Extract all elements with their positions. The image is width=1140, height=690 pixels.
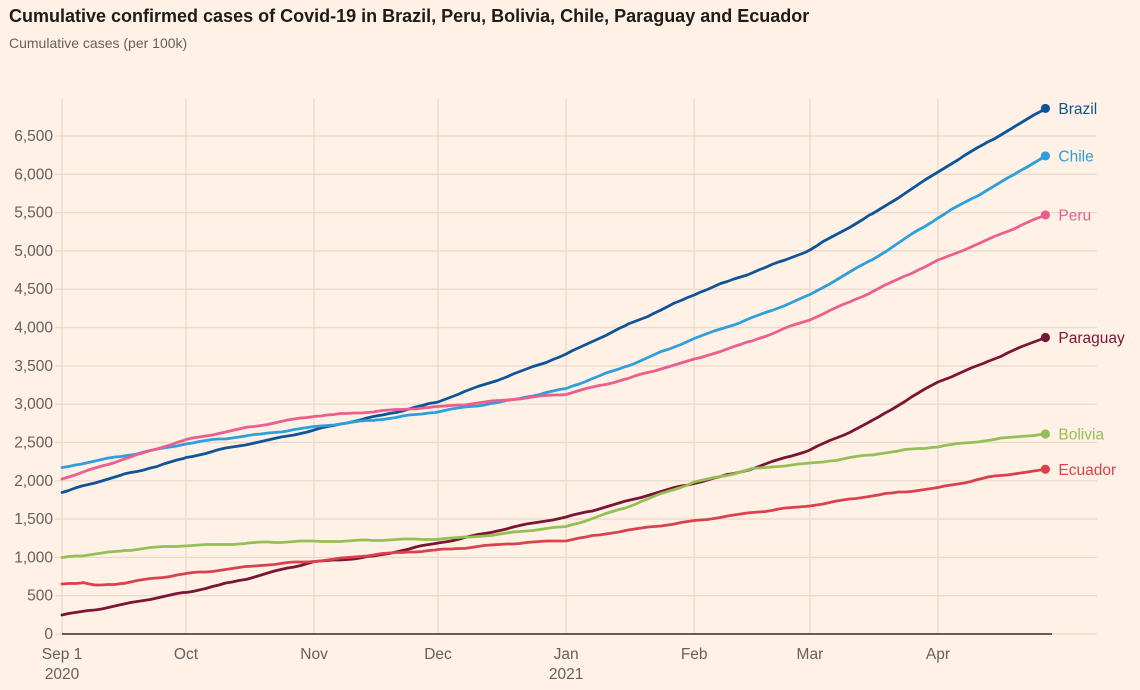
chart-title: Cumulative confirmed cases of Covid-19 i… — [9, 6, 810, 26]
series-end-dot-peru — [1040, 210, 1051, 220]
series-line-chile — [60, 154, 1047, 469]
series-line-ecuador — [60, 468, 1047, 587]
y-tick-label: 5,000 — [14, 243, 53, 260]
series-label-paraguay: Paraguay — [1058, 330, 1125, 347]
x-tick-label: Mar — [797, 646, 824, 663]
series-end-dot-chile — [1040, 151, 1051, 161]
x-tick-label: Oct — [174, 646, 199, 663]
series-end-dot-paraguay — [1040, 332, 1051, 343]
x-tick-year-label: 2021 — [549, 666, 583, 683]
y-tick-label: 6,500 — [14, 128, 53, 145]
x-tick-label: Dec — [424, 646, 452, 663]
series-end-dot-bolivia — [1040, 429, 1051, 439]
chart-subtitle: Cumulative cases (per 100k) — [9, 35, 188, 51]
y-tick-label: 1,000 — [14, 549, 53, 566]
y-tick-label: 1,500 — [14, 511, 53, 528]
series-end-dot-ecuador — [1040, 464, 1051, 474]
x-tick-label: Apr — [926, 646, 950, 663]
x-tick-label: Sep 1 — [42, 646, 83, 663]
y-tick-label: 4,000 — [14, 320, 53, 337]
x-tick-year-label: 2020 — [45, 666, 80, 683]
x-tick-label: Nov — [300, 646, 328, 663]
y-tick-label: 3,000 — [14, 396, 53, 413]
x-tick-label: Feb — [681, 646, 708, 663]
x-tick-label: Jan — [554, 646, 579, 663]
series-label-bolivia: Bolivia — [1058, 427, 1104, 444]
y-tick-label: 0 — [44, 626, 53, 643]
y-tick-label: 3,500 — [14, 358, 53, 375]
y-tick-label: 500 — [27, 588, 53, 605]
series-line-peru — [60, 213, 1047, 481]
y-tick-label: 4,500 — [14, 281, 53, 298]
series-line-bolivia — [60, 432, 1047, 559]
series-label-ecuador: Ecuador — [1058, 462, 1116, 479]
series-end-dot-brazil — [1040, 103, 1051, 114]
y-tick-label: 2,000 — [14, 473, 53, 490]
y-tick-label: 6,000 — [14, 166, 53, 183]
series-line-paraguay — [60, 336, 1047, 617]
chart-header: Cumulative confirmed cases of Covid-19 i… — [9, 4, 1129, 51]
series-line-brazil — [60, 107, 1047, 494]
series-label-brazil: Brazil — [1058, 101, 1097, 118]
y-tick-label: 2,500 — [14, 434, 53, 451]
series-label-peru: Peru — [1058, 207, 1091, 224]
y-tick-label: 5,500 — [14, 205, 53, 222]
series-label-chile: Chile — [1058, 148, 1093, 165]
